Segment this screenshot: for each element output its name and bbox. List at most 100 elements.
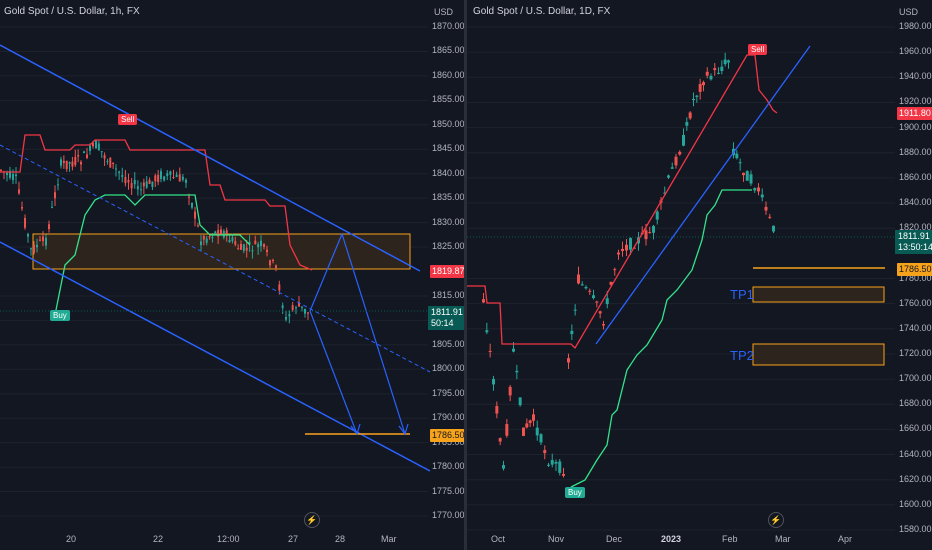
candle-body: [547, 464, 550, 466]
candle-body: [154, 175, 157, 182]
price-label: 1740.00: [899, 322, 932, 333]
candle-body: [237, 248, 240, 250]
candle-body: [723, 59, 727, 65]
candle-body: [567, 358, 570, 363]
candle-body: [157, 174, 160, 183]
candle-body: [539, 434, 543, 443]
candle-body: [65, 160, 68, 170]
lightning-icon[interactable]: ⚡: [768, 512, 784, 528]
time-label: 12:00: [217, 534, 240, 544]
candle-body: [678, 151, 682, 155]
candle-body: [670, 167, 674, 169]
tp2-zone-box[interactable]: [752, 343, 885, 366]
candle-body: [652, 225, 655, 233]
price-label: 1855.00: [432, 94, 464, 105]
candle-body: [163, 176, 166, 181]
candle-body: [702, 82, 705, 86]
price-label: 1860.00: [432, 69, 464, 80]
candle-body: [118, 171, 121, 173]
chart-canvas-1d[interactable]: [467, 0, 932, 550]
candle-body: [130, 183, 133, 189]
price-label: 1700.00: [899, 373, 932, 384]
candle-body: [62, 160, 65, 164]
candle-body: [518, 397, 522, 406]
candle-body: [304, 308, 306, 314]
candle-body: [605, 298, 609, 305]
chart-title: Gold Spot / U.S. Dollar, 1h, FX: [4, 6, 140, 17]
channel-lower-line[interactable]: [0, 241, 431, 472]
candle-body: [505, 424, 509, 436]
candle-body: [705, 71, 709, 76]
candle-body: [709, 75, 713, 80]
price-label: 1600.00: [899, 498, 932, 509]
time-label: 28: [335, 534, 346, 544]
candle-body: [663, 192, 667, 194]
price-label: 1920.00: [899, 96, 932, 107]
candle-body: [760, 194, 764, 198]
pane-divider[interactable]: [464, 0, 467, 550]
time-label: Mar: [775, 534, 791, 544]
candle-body: [485, 330, 489, 333]
candle-body: [228, 239, 231, 243]
candle-body: [92, 142, 94, 147]
candle-body: [248, 241, 251, 244]
candle-body: [613, 269, 617, 271]
projection-path-a[interactable]: [309, 232, 406, 435]
price-label: 1780.00: [432, 461, 464, 472]
candle-body: [95, 140, 97, 149]
candle-body: [727, 60, 730, 63]
candle-body: [112, 162, 115, 165]
supertrend-green-line: [570, 189, 752, 488]
price-label: 1865.00: [432, 45, 464, 56]
candle-body: [588, 290, 592, 292]
chart-canvas-1h[interactable]: [0, 0, 464, 550]
candle-body: [148, 179, 151, 184]
candle-body: [717, 72, 720, 74]
candle-body: [621, 248, 624, 252]
candle-body: [24, 218, 26, 228]
candle-body: [764, 206, 768, 211]
supertrend-red-line: [467, 54, 778, 350]
target-price-tag: 1786.50: [430, 429, 464, 442]
candle-body: [12, 173, 14, 181]
candle-body: [532, 414, 535, 421]
candle-body: [197, 225, 199, 227]
resistance-zone-box[interactable]: [32, 233, 411, 270]
tp1-zone-box[interactable]: [752, 286, 885, 303]
price-label: 1840.00: [899, 197, 932, 208]
candle-body: [570, 330, 574, 335]
candle-body: [194, 211, 196, 219]
buy-signal-badge: Buy: [50, 310, 70, 321]
candle-body: [688, 112, 692, 119]
projection-path-b[interactable]: [309, 310, 358, 435]
chart-pane-1d[interactable]: Gold Spot / U.S. Dollar, 1D, FX USD 1980…: [467, 0, 932, 550]
candle-body: [698, 83, 702, 92]
candle-body: [202, 235, 205, 240]
candle-body: [667, 175, 670, 178]
candle-body: [217, 229, 220, 237]
grid: [467, 26, 895, 531]
price-label: 1805.00: [432, 338, 464, 349]
candle-body: [617, 252, 620, 255]
candles: [482, 52, 775, 478]
channel-upper-line[interactable]: [0, 44, 421, 272]
candle-body: [109, 157, 112, 168]
candle-body: [692, 98, 695, 101]
candle-body: [629, 238, 632, 250]
candle-body: [598, 311, 602, 314]
price-label: 1880.00: [899, 146, 932, 157]
sell-signal-badge: Sell: [118, 114, 138, 125]
tp2-label: TP2: [730, 348, 754, 363]
price-label: 1900.00: [899, 121, 932, 132]
candle-body: [142, 182, 145, 187]
lightning-icon[interactable]: ⚡: [304, 512, 320, 528]
candle-body: [169, 171, 172, 175]
candle-body: [562, 473, 565, 476]
chart-pane-1h[interactable]: Gold Spot / U.S. Dollar, 1h, FX USD 1870…: [0, 0, 464, 550]
candle-body: [525, 423, 529, 428]
candle-body: [609, 281, 613, 285]
candle-body: [175, 174, 178, 177]
candle-body: [260, 240, 262, 247]
trendline[interactable]: [595, 45, 811, 345]
candle-body: [60, 159, 62, 166]
